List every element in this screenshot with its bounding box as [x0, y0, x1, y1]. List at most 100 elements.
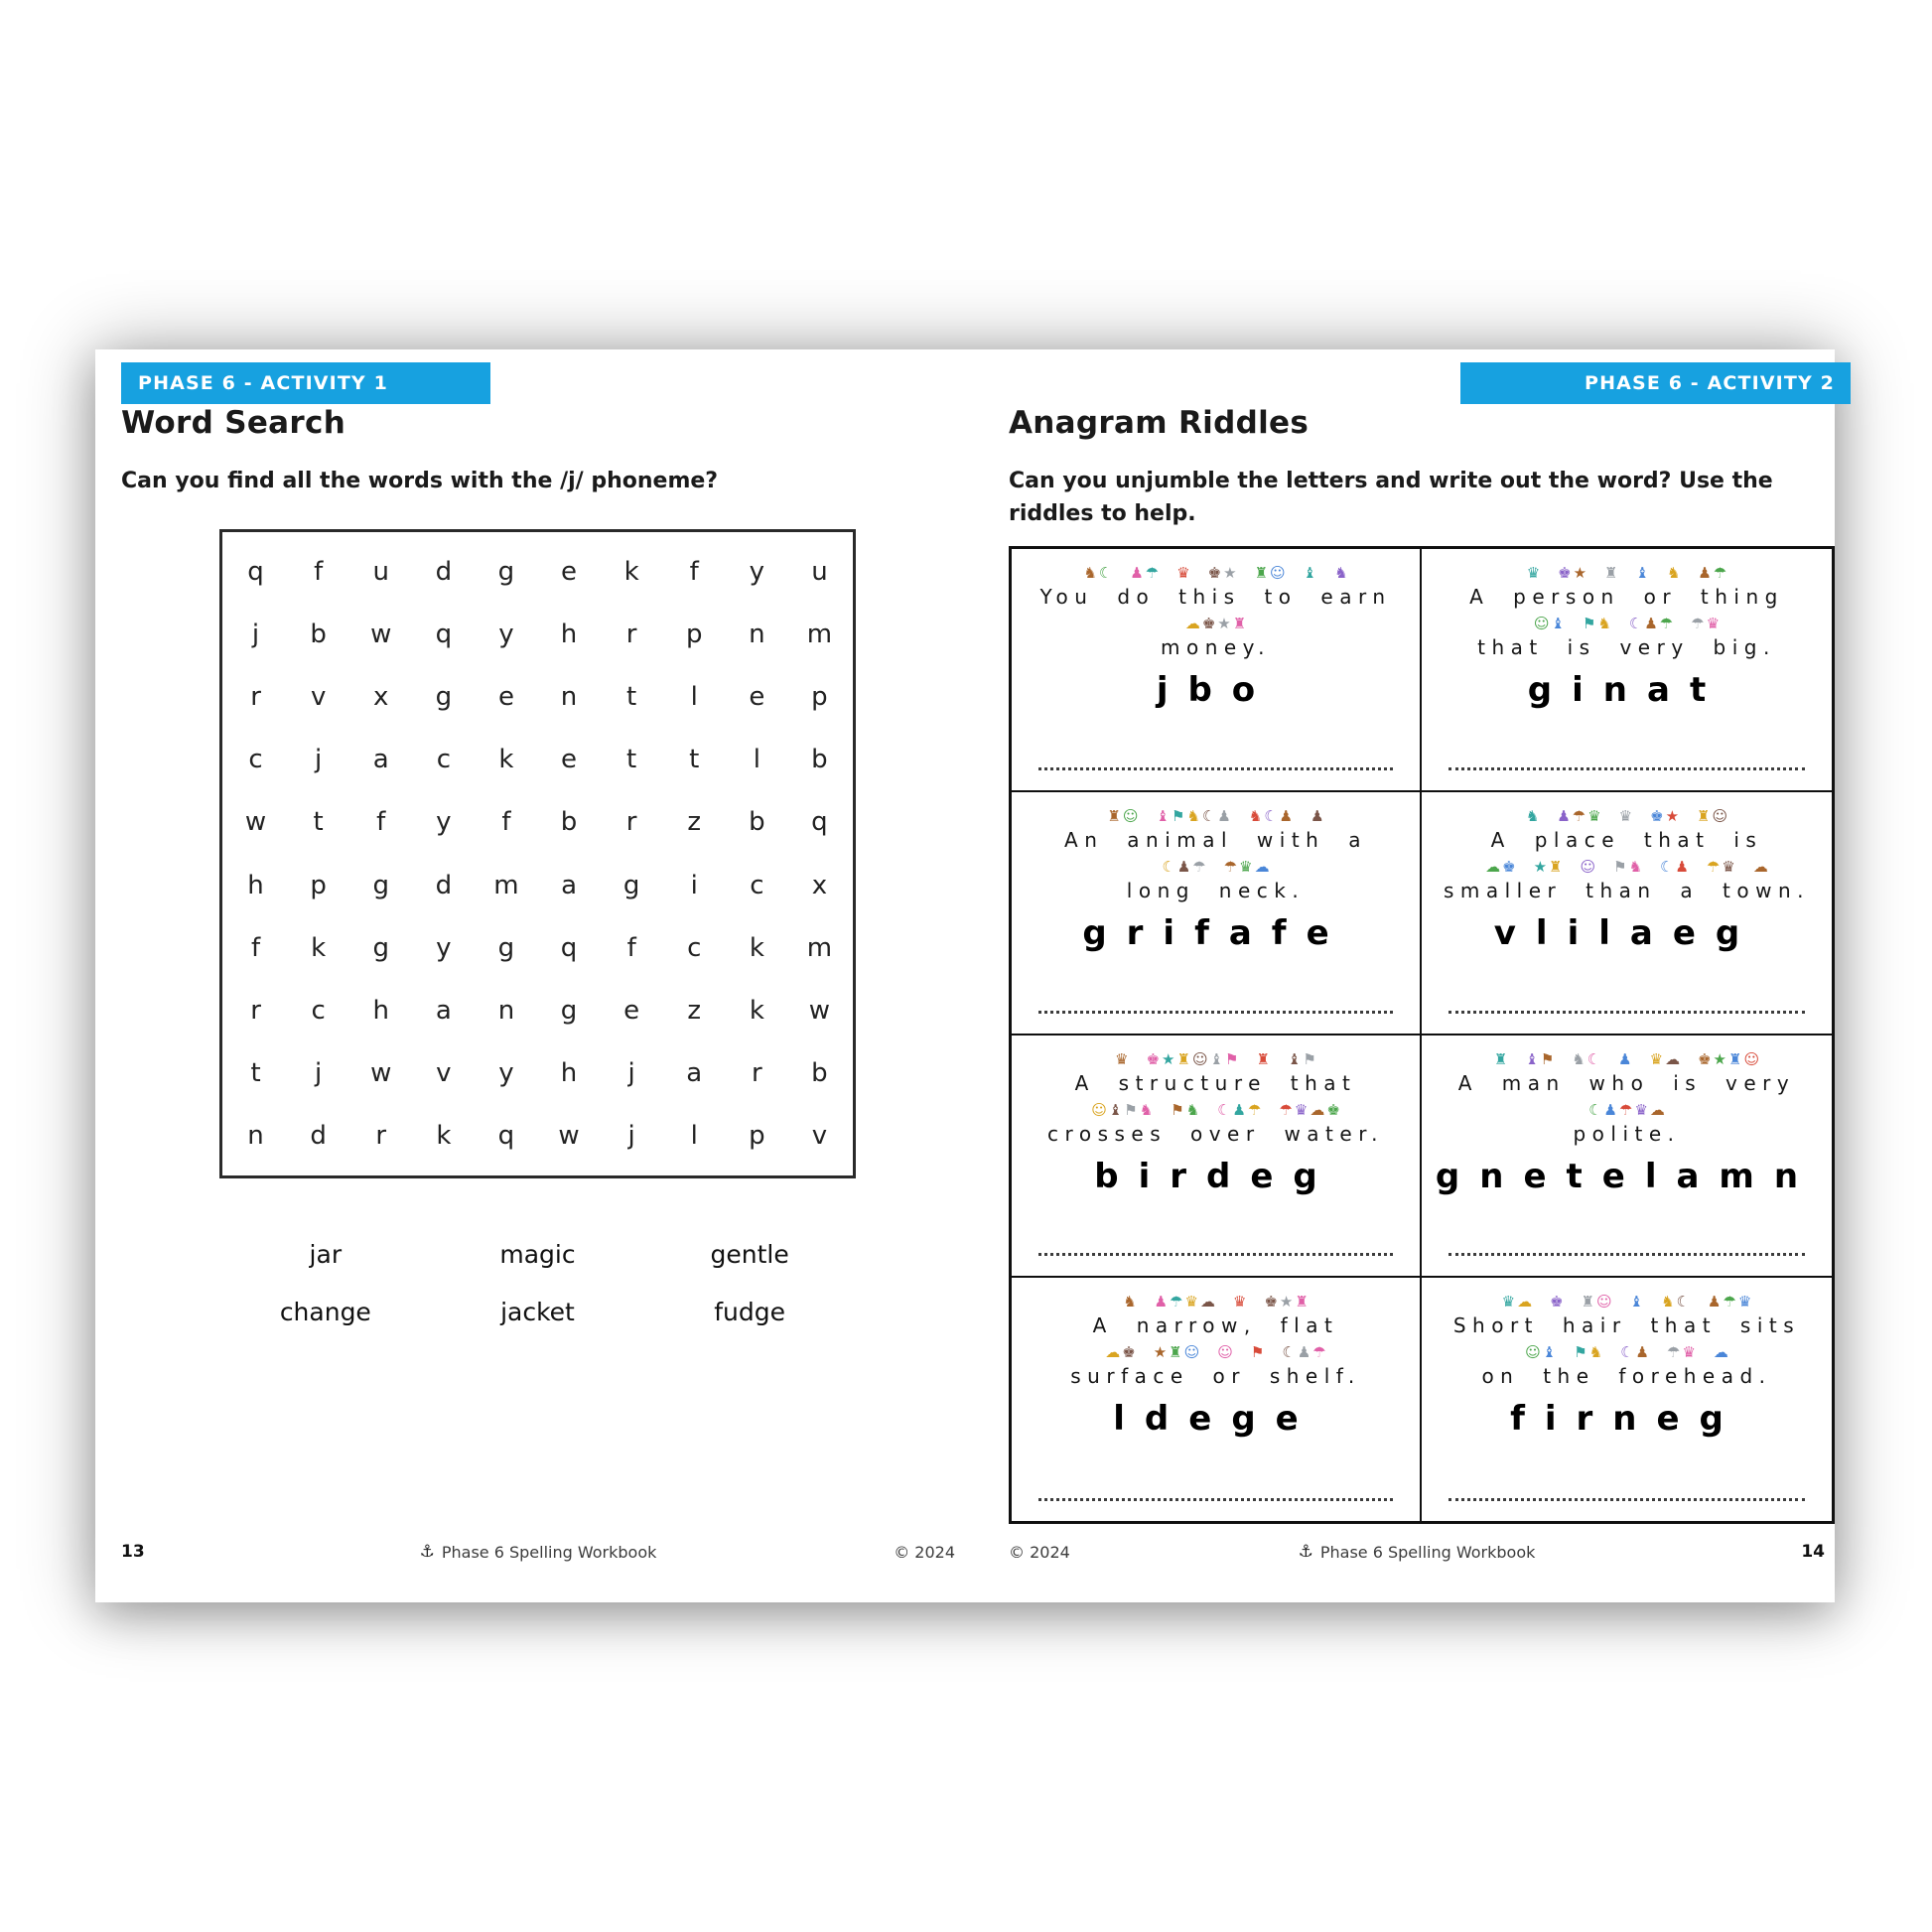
picture-icon-cluster: ☂ ♛ ☁: [1223, 857, 1271, 877]
clipart-icon: ♞: [1123, 1293, 1137, 1311]
clipart-icon: ♝: [1303, 564, 1317, 582]
clipart-icon: ♛: [1618, 806, 1633, 825]
picture-icon-cluster: ☺ ♝ ⚑ ♞: [1090, 1100, 1154, 1120]
clipart-icon: ♞: [1628, 857, 1643, 876]
clipart-icon: ♞: [1334, 564, 1348, 582]
grid-letter: g: [372, 932, 389, 963]
grid-letter: u: [811, 556, 828, 587]
riddle-clue-line1: A narrow, flat: [1092, 1313, 1339, 1338]
clipart-icon: ♟: [1130, 564, 1144, 582]
grid-letter: p: [811, 681, 828, 712]
riddle-clue-line2: that is very big.: [1477, 635, 1776, 659]
grid-letter: k: [311, 932, 327, 963]
grid-letter: n: [247, 1121, 264, 1152]
riddle-cell: ♞ ♟ ☂ ♛ ☁ ♛ ♚ ★ ♜ A narrow, flat ☁ ♚ ★ ♜ ☺ ☺ ⚑ ☾ ♟ ☂ surface…: [1012, 1278, 1422, 1521]
word-search-instructions: Can you find all the words with the /j/ …: [121, 469, 719, 493]
answer-write-line[interactable]: [1037, 1010, 1394, 1014]
picture-icon-cluster: ♜: [1493, 1049, 1508, 1069]
clipart-icon: ♛: [1239, 857, 1253, 876]
clipart-icon: ☺: [1712, 806, 1728, 825]
answer-write-line[interactable]: [1037, 1498, 1394, 1501]
clipart-icon: ⚑: [1303, 1049, 1316, 1068]
activity-banner-left: PHASE 6 - ACTIVITY 1: [121, 362, 490, 404]
clipart-icon: ☂: [1713, 564, 1727, 582]
picture-icons-row: ♛ ♚ ★ ♜ ☺ ♝ ⚑ ♜ ♝ ⚑: [1106, 1045, 1325, 1069]
answer-write-line[interactable]: [1448, 1010, 1806, 1014]
clipart-icon: ☁: [1200, 1293, 1215, 1311]
answer-write-line[interactable]: [1448, 1253, 1806, 1257]
clipart-icon: ♚: [1264, 1293, 1278, 1311]
picture-icons-row: ☺ ♝ ⚑ ♞ ☾ ♟ ☂ ♛ ☁: [1516, 1338, 1737, 1362]
clipart-icon: ☁: [1254, 857, 1270, 876]
grid-letter: c: [687, 932, 702, 963]
clipart-icon: ♟: [1618, 1049, 1632, 1068]
clipart-icon: ♟: [1603, 1100, 1617, 1119]
grid-letter: c: [311, 995, 326, 1026]
clipart-icon: ☁: [1105, 1343, 1121, 1362]
clipart-icon: ♚: [1326, 1100, 1340, 1119]
picture-icon-cluster: ♟ ☂ ♛: [1707, 1292, 1752, 1311]
activity-banner-right: PHASE 6 - ACTIVITY 2: [1460, 362, 1851, 404]
word-search-grid: q f u d g e k f y u j b w q y h r p n m r v x g e n t l e p c j a c k e t t l b…: [219, 529, 856, 1178]
clipart-icon: ♞: [1525, 806, 1540, 825]
answer-write-line[interactable]: [1037, 1253, 1394, 1257]
clipart-icon: ♝: [1525, 1049, 1539, 1068]
clipart-icon: ⚑: [1225, 1049, 1239, 1068]
page-number: 13: [121, 1542, 145, 1562]
grid-letter: m: [806, 619, 833, 649]
clipart-icon: ★: [1162, 1049, 1175, 1068]
grid-letter: f: [626, 932, 636, 963]
clipart-icon: ☾: [1217, 1100, 1231, 1119]
anagram-word: gnetelamn: [1435, 1156, 1819, 1196]
grid-letter: j: [315, 1058, 323, 1089]
word-bank-item: jacket: [500, 1298, 575, 1326]
grid-letter: a: [561, 870, 577, 900]
clipart-icon: ⚑: [1613, 857, 1627, 876]
grid-letter: y: [749, 556, 765, 587]
clipart-icon: ♝: [1542, 1343, 1557, 1362]
grid-letter: k: [749, 995, 764, 1026]
picture-icon-cluster: ♛: [1114, 1049, 1129, 1069]
riddle-clue-line2: surface or shelf.: [1070, 1364, 1361, 1389]
grid-letter: y: [436, 807, 452, 838]
picture-icons-row: ☺ ♝ ⚑ ♞ ⚑ ♞ ☾ ♟ ☂ ☂ ♛ ☁ ♚: [1082, 1096, 1349, 1120]
picture-icon-cluster: ♞: [1525, 806, 1540, 826]
answer-write-line[interactable]: [1037, 766, 1394, 770]
clipart-icon: ⚑: [1171, 1100, 1184, 1119]
grid-letter: w: [808, 995, 831, 1026]
grid-letter: y: [436, 932, 452, 963]
clipart-icon: ☾: [1620, 1343, 1634, 1362]
picture-icon-cluster: ★ ♜: [1533, 857, 1564, 877]
picture-icon-cluster: ♛ ☁: [1501, 1292, 1533, 1311]
anagram-instructions: Can you unjumble the letters and write o…: [1009, 465, 1823, 530]
clipart-icon: ♟: [1708, 1293, 1722, 1311]
riddle-cell: ♜ ☺ ♝ ⚑ ♞ ☾ ♟ ♞ ☾ ♟ ♟ An animal with a ☾ ♟ ☂ ☂ ♛ ☁ long ne…: [1012, 791, 1422, 1035]
grid-letter: e: [497, 681, 514, 712]
picture-icon-cluster: ♞: [1122, 1292, 1137, 1311]
grid-letter: k: [498, 745, 514, 775]
grid-letter: f: [376, 807, 386, 838]
answer-write-line[interactable]: [1448, 1498, 1806, 1501]
picture-icon-cluster: ♚ ★ ♜: [1263, 1292, 1309, 1311]
riddle-cell: ♛ ♚ ★ ♜ ♝ ♞ ♟ ☂ A person or thing ☺ ♝ ⚑ ♞ ☾ ♟ ☂ ☂ ♛ that i…: [1422, 549, 1832, 792]
clipart-icon: ☂: [1691, 615, 1705, 632]
clipart-icon: ♚: [1558, 564, 1572, 582]
riddle-clue-line2: money.: [1160, 635, 1272, 659]
clipart-icon: ♟: [1154, 1293, 1169, 1311]
clipart-icon: ♜: [1549, 857, 1563, 876]
anagram-word: ginat: [1527, 670, 1726, 710]
answer-write-line[interactable]: [1448, 766, 1806, 770]
grid-letter: e: [623, 995, 640, 1026]
clipart-icon: ★: [1533, 857, 1548, 876]
activity-banner-left-label: PHASE 6 - ACTIVITY 1: [138, 372, 388, 394]
anchor-logo-icon: ⚓: [1298, 1542, 1313, 1562]
grid-letter: n: [749, 619, 765, 649]
grid-letter: w: [370, 1058, 392, 1089]
grid-letter: j: [627, 1058, 635, 1089]
riddle-clue-line1: A place that is: [1490, 827, 1763, 852]
riddle-clue-line2: smaller than a town.: [1443, 878, 1811, 902]
picture-icon-cluster: ♚ ★ ♜ ☺: [1697, 1049, 1760, 1069]
picture-icon-cluster: ♞ ☾: [1571, 1049, 1601, 1069]
picture-icon-cluster: ♝ ⚑: [1287, 1049, 1317, 1069]
grid-letter: r: [375, 1121, 387, 1152]
